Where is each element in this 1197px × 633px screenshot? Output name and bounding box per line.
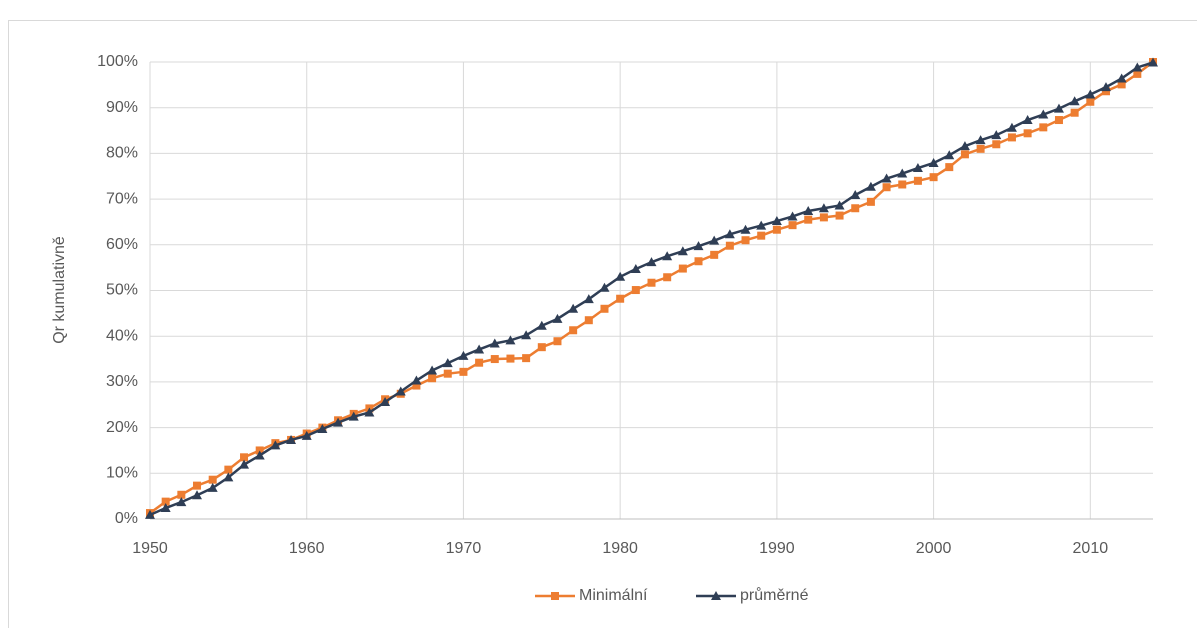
marker bbox=[444, 370, 452, 378]
marker bbox=[992, 140, 1000, 148]
legend-label: Minimální bbox=[579, 587, 648, 604]
x-tick-label: 1990 bbox=[759, 540, 795, 557]
y-axis-label: Qr kumulativně bbox=[51, 236, 68, 344]
marker bbox=[757, 232, 765, 240]
marker bbox=[867, 198, 875, 206]
marker bbox=[616, 295, 624, 303]
x-tick-label: 1980 bbox=[602, 540, 638, 557]
marker bbox=[930, 173, 938, 181]
marker bbox=[1024, 129, 1032, 137]
x-tick-label: 2000 bbox=[916, 540, 952, 557]
x-tick-label: 2010 bbox=[1073, 540, 1109, 557]
marker bbox=[475, 359, 483, 367]
y-tick-label: 80% bbox=[106, 145, 138, 162]
y-tick-label: 50% bbox=[106, 282, 138, 299]
marker bbox=[522, 354, 530, 362]
marker bbox=[1008, 133, 1016, 141]
y-tick-label: 0% bbox=[115, 510, 138, 527]
marker bbox=[695, 257, 703, 265]
legend-label: průměrné bbox=[740, 586, 809, 604]
marker bbox=[538, 343, 546, 351]
marker bbox=[898, 180, 906, 188]
marker bbox=[836, 212, 844, 220]
marker bbox=[663, 273, 671, 281]
marker bbox=[459, 368, 467, 376]
marker bbox=[1071, 109, 1079, 117]
y-tick-label: 60% bbox=[106, 236, 138, 253]
marker bbox=[773, 226, 781, 234]
y-tick-label: 90% bbox=[106, 99, 138, 116]
marker bbox=[977, 145, 985, 153]
marker bbox=[551, 592, 559, 600]
y-tick-label: 70% bbox=[106, 190, 138, 207]
marker bbox=[851, 204, 859, 212]
marker bbox=[789, 221, 797, 229]
marker bbox=[961, 150, 969, 158]
marker bbox=[804, 216, 812, 224]
marker bbox=[1055, 116, 1063, 124]
marker bbox=[820, 213, 828, 221]
x-tick-label: 1970 bbox=[446, 540, 482, 557]
x-tick-label: 1960 bbox=[289, 540, 325, 557]
y-tick-label: 30% bbox=[106, 373, 138, 390]
marker bbox=[585, 316, 593, 324]
marker bbox=[883, 183, 891, 191]
y-tick-label: 20% bbox=[106, 419, 138, 436]
marker bbox=[553, 337, 561, 345]
marker bbox=[193, 482, 201, 490]
marker bbox=[632, 286, 640, 294]
marker bbox=[600, 305, 608, 313]
marker bbox=[742, 236, 750, 244]
marker bbox=[945, 163, 953, 171]
marker bbox=[209, 476, 217, 484]
marker bbox=[679, 265, 687, 273]
y-tick-label: 100% bbox=[97, 53, 138, 70]
marker bbox=[648, 279, 656, 287]
y-tick-label: 40% bbox=[106, 327, 138, 344]
x-tick-label: 1950 bbox=[132, 540, 168, 557]
marker bbox=[1086, 98, 1094, 106]
marker bbox=[506, 355, 514, 363]
marker bbox=[569, 326, 577, 334]
chart-frame bbox=[9, 21, 1197, 629]
marker bbox=[1039, 123, 1047, 131]
marker bbox=[914, 177, 922, 185]
y-tick-label: 10% bbox=[106, 465, 138, 482]
marker bbox=[428, 374, 436, 382]
marker bbox=[726, 242, 734, 250]
marker bbox=[710, 251, 718, 259]
marker bbox=[491, 355, 499, 363]
